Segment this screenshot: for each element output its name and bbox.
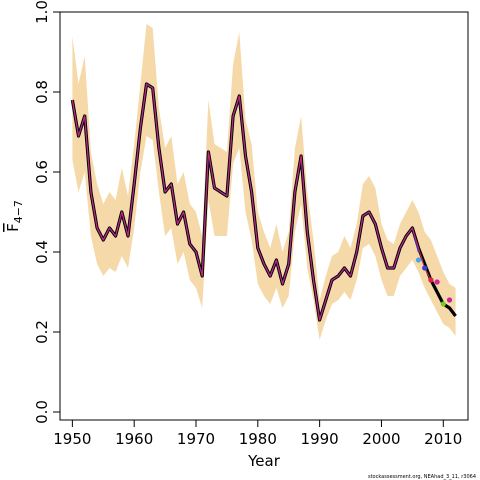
plot-frame [59, 11, 469, 421]
y-tick-label-2: 0.4 [33, 240, 51, 264]
y-axis-title-sub: 4−7 [12, 200, 25, 223]
end-point-6 [446, 297, 453, 303]
end-point-1 [415, 257, 422, 263]
y-tick-label-1: 0.2 [33, 320, 51, 344]
end-point-4 [434, 279, 440, 285]
x-axis-title: Year [247, 452, 281, 470]
x-tick-label-1970: 1970 [177, 430, 215, 448]
x-tick-label-1990: 1990 [301, 430, 339, 448]
plot-area [70, 24, 457, 340]
confidence-band [72, 24, 456, 340]
y-tick-label-4: 0.8 [33, 80, 51, 104]
end-point-2 [422, 265, 428, 271]
x-tick-label-1950: 1950 [53, 430, 91, 448]
y-tick-label-5: 1.0 [33, 0, 51, 24]
series-line-3 [71, 83, 432, 321]
end-point-5 [440, 301, 446, 307]
y-axis-title: F4−7 [4, 200, 25, 232]
svg-text:F4−7: F4−7 [4, 200, 25, 232]
x-tick-label-1980: 1980 [239, 430, 277, 448]
end-point-3 [428, 277, 434, 283]
x-tick-label-2010: 2010 [424, 430, 462, 448]
x-axis: 1950 1960 1970 1980 1990 2000 2010 [53, 420, 462, 448]
footnote: stockassessment.org, NEAhad_3_11, r3064 [368, 474, 476, 480]
y-axis: 0.0 0.2 0.4 0.6 0.8 1.0 [33, 0, 60, 424]
x-tick-label-1960: 1960 [115, 430, 153, 448]
y-tick-label-0: 0.0 [33, 400, 51, 424]
x-tick-label-2000: 2000 [362, 430, 400, 448]
y-tick-label-3: 0.6 [33, 160, 51, 184]
y-axis-title-main: F [4, 223, 22, 232]
